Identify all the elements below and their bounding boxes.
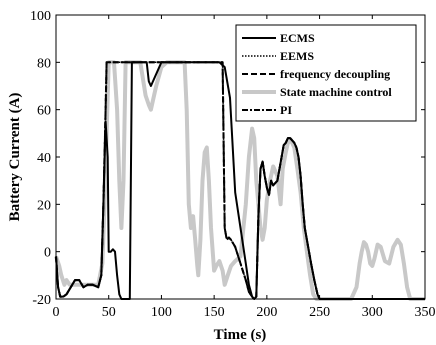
series-layer bbox=[54, 60, 425, 301]
legend-label-ecms: ECMS bbox=[280, 31, 315, 45]
x-tick-label: 100 bbox=[151, 305, 172, 320]
x-tick-label: 300 bbox=[362, 305, 383, 320]
x-tick-label: 50 bbox=[102, 305, 116, 320]
x-axis-title: Time (s) bbox=[214, 327, 267, 343]
y-axis-title: Battery Current (A) bbox=[7, 93, 23, 222]
legend: ECMS EEMS frequency decoupling State machin… bbox=[235, 24, 417, 122]
series-line-pi bbox=[55, 61, 425, 300]
x-tick-label: 200 bbox=[256, 305, 277, 320]
y-tick-label: 80 bbox=[37, 56, 51, 71]
legend-label-frequency-decoupling: frequency decoupling bbox=[280, 67, 390, 81]
x-tick-label: 350 bbox=[415, 305, 436, 320]
x-tick-label: 150 bbox=[204, 305, 225, 320]
x-tick-label: 250 bbox=[309, 305, 330, 320]
y-tick-label: -20 bbox=[32, 293, 51, 308]
legend-label-pi: PI bbox=[280, 103, 292, 117]
x-tick-label: 0 bbox=[53, 305, 60, 320]
legend-label-eems: EEMS bbox=[280, 49, 314, 63]
series-line-state-machine-control bbox=[54, 60, 425, 301]
y-tick-label: 60 bbox=[37, 104, 51, 119]
y-tick-label: 100 bbox=[30, 9, 51, 24]
legend-label-state-machine-control: State machine control bbox=[280, 85, 392, 99]
y-tick-label: 40 bbox=[37, 151, 51, 166]
y-tick-label: 20 bbox=[37, 198, 51, 213]
y-tick-label: 0 bbox=[44, 246, 51, 261]
